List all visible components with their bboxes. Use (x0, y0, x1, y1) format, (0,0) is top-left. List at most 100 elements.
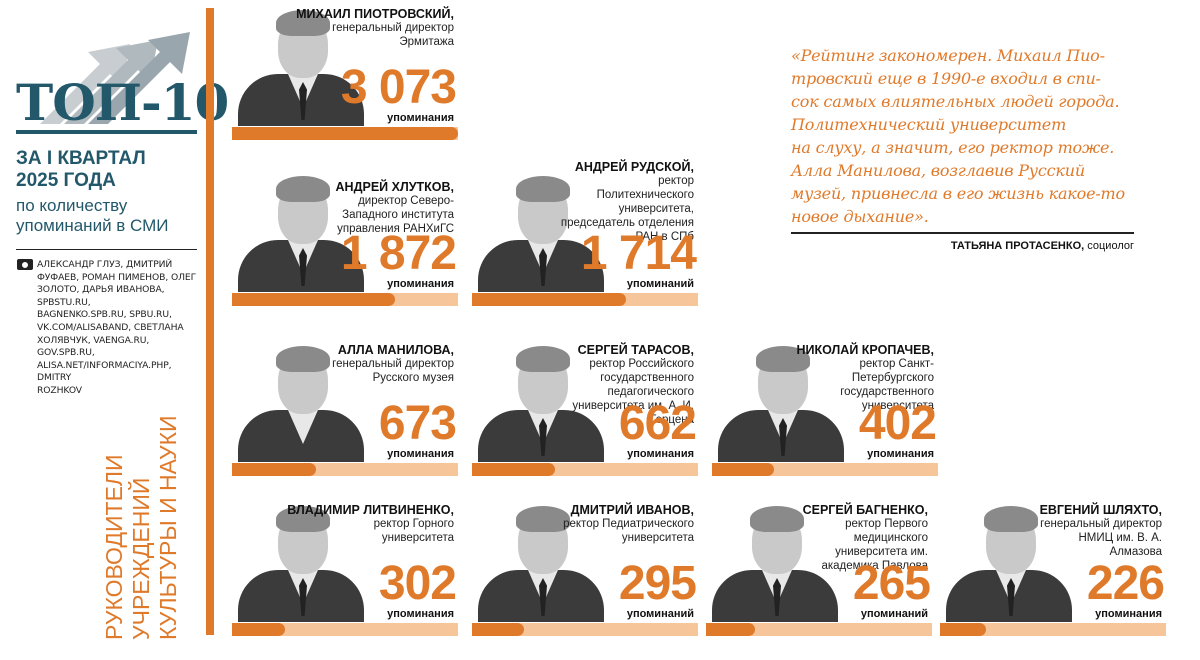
mentions-bar-track (472, 293, 698, 306)
mentions-count: 3 073 (340, 61, 457, 114)
person-card-2: АНДРЕЙ ХЛУТКОВ, директор Северо-Западног… (232, 168, 458, 306)
section-title-line: УЧРЕЖДЕНИЙ (128, 477, 154, 640)
mentions-bar-track (706, 623, 932, 636)
person-role: генеральный директор Эрмитажа (332, 22, 454, 48)
credits-line: ALISA.NET/INFORMACIYA.PHP, DMITRY (37, 359, 172, 384)
person-role: генеральный директор НМИЦ им. В. А. Алма… (1040, 518, 1162, 558)
mentions-bar-fill (232, 293, 395, 306)
mentions-count: 295 (618, 557, 697, 610)
quote-line: тровский еще в 1990-е входил в спи- (791, 69, 1101, 88)
mentions-unit: упоминания (387, 608, 454, 620)
mentions-bar-fill (232, 127, 458, 140)
camera-icon (17, 259, 33, 270)
mentions-bar-track (232, 623, 458, 636)
quote-line: на слуху, а значит, его ректор тоже. (791, 138, 1115, 157)
portrait-photo (474, 502, 604, 622)
person-role: ректор Первого медицинского университета… (821, 518, 928, 572)
section-title-vertical: РУКОВОДИТЕЛИ УЧРЕЖДЕНИЙ КУЛЬТУРЫ И НАУКИ (101, 410, 182, 640)
mentions-count: 265 (852, 557, 931, 610)
mentions-bar-track (232, 293, 458, 306)
title-underline (16, 130, 197, 134)
credits-line: ФУФАЕВ, РОМАН ПИМЕНОВ, ОЛЕГ (37, 271, 197, 283)
mentions-count: 302 (378, 557, 457, 610)
mentions-bar-track (472, 463, 698, 476)
mentions-count: 1 872 (340, 227, 457, 280)
quote-divider (791, 232, 1134, 234)
person-role: ректор Педиатрического университета (563, 518, 694, 544)
person-name: НИКОЛАЙ КРОПАЧЕВ, (796, 343, 934, 357)
criterion-line: упоминаний в СМИ (16, 216, 169, 235)
page-title: ТОП-10 (16, 73, 229, 132)
mentions-bar-fill (472, 463, 555, 476)
mentions-bar-fill (232, 463, 316, 476)
person-name: ЕВГЕНИЙ ШЛЯХТО, (1039, 503, 1162, 517)
mentions-bar-track (940, 623, 1166, 636)
quote-author-name: ТАТЬЯНА ПРОТАСЕНКО, (950, 240, 1085, 252)
photo-credits: АЛЕКСАНДР ГЛУЗ, ДМИТРИЙ ФУФАЕВ, РОМАН ПИ… (37, 259, 197, 398)
mentions-unit: упоминания (387, 278, 454, 290)
mentions-bar-track (232, 463, 458, 476)
mentions-unit: упоминаний (626, 278, 694, 290)
person-card-9: СЕРГЕЙ БАГНЕНКО, ректор Первого медицинс… (706, 498, 932, 636)
expert-quote: «Рейтинг закономерен. Михаил Пио- тровск… (791, 44, 1136, 228)
person-role: генеральный директор Русского музея (332, 358, 454, 384)
quote-line: Политехнический университет (791, 115, 1067, 134)
mentions-unit: упоминания (1095, 608, 1162, 620)
mentions-count: 662 (618, 397, 697, 450)
portrait-photo (942, 502, 1072, 622)
period-line: ЗА I КВАРТАЛ (16, 148, 146, 169)
mentions-unit: упоминания (387, 112, 454, 124)
section-title-line: РУКОВОДИТЕЛИ (101, 454, 127, 640)
credits-line: АЛЕКСАНДР ГЛУЗ, ДМИТРИЙ (37, 259, 173, 270)
growth-arrows-icon (40, 32, 190, 124)
portrait-photo (708, 502, 838, 622)
person-card-6: НИКОЛАЙ КРОПАЧЕВ, ректор Санкт-Петербург… (712, 338, 938, 476)
quote-line: Алла Манилова, возглавив Русский (791, 161, 1085, 180)
person-role: ректор Горного университета (373, 518, 454, 544)
person-card-5: СЕРГЕЙ ТАРАСОВ, ректор Российского госуд… (472, 338, 698, 476)
person-role: ректор Санкт-Петербургского государствен… (840, 358, 934, 412)
mentions-count: 402 (858, 397, 937, 450)
person-card-3: АНДРЕЙ РУДСКОЙ, ректор Политехнического … (472, 160, 698, 306)
mentions-bar-fill (232, 623, 285, 636)
divider (16, 249, 197, 250)
mentions-unit: упоминания (867, 448, 934, 460)
quote-line: «Рейтинг закономерен. Михаил Пио- (791, 46, 1105, 65)
mentions-bar-track (712, 463, 938, 476)
person-name: МИХАИЛ ПИОТРОВСКИЙ, (296, 7, 454, 21)
person-name: АЛЛА МАНИЛОВА, (337, 343, 454, 357)
criterion-label: по количеству упоминаний в СМИ (16, 196, 201, 236)
quote-line: музей, привнесла в его жизнь какое-то (791, 184, 1125, 203)
accent-divider-bar (206, 8, 214, 635)
person-name: АНДРЕЙ РУДСКОЙ, (574, 160, 694, 174)
section-title-line: КУЛЬТУРЫ И НАУКИ (155, 415, 181, 640)
credits-line: ROZHKOV (37, 384, 82, 396)
mentions-unit: упоминаний (626, 608, 694, 620)
person-role: ректор Политехнического университета, пр… (560, 175, 694, 243)
mentions-unit: упоминания (627, 448, 694, 460)
portrait-photo (234, 502, 364, 622)
quote-author-role: социолог (1084, 240, 1134, 252)
person-card-10: ЕВГЕНИЙ ШЛЯХТО, генеральный директор НМИ… (940, 498, 1166, 636)
portrait-photo (714, 342, 844, 462)
person-card-4: АЛЛА МАНИЛОВА, генеральный директор Русс… (232, 338, 458, 476)
portrait-photo (234, 6, 364, 126)
mentions-bar-fill (706, 623, 756, 636)
person-name: АНДРЕЙ ХЛУТКОВ, (335, 180, 454, 194)
person-card-7: ВЛАДИМИР ЛИТВИНЕНКО, ректор Горного унив… (232, 498, 458, 636)
person-card-1: МИХАИЛ ПИОТРОВСКИЙ, генеральный директор… (232, 2, 458, 140)
credits-line: ЗОЛОТО, ДАРЬЯ ИВАНОВА, SPBSTU.RU, (37, 284, 165, 308)
mentions-bar-track (232, 127, 458, 140)
portrait-photo (234, 342, 364, 462)
mentions-unit: упоминаний (860, 608, 928, 620)
person-role: ректор Российского государственного педа… (572, 358, 694, 426)
mentions-count: 1 714 (580, 227, 697, 280)
person-name: СЕРГЕЙ ТАРАСОВ, (577, 343, 694, 357)
mentions-bar-fill (472, 293, 626, 306)
portrait-photo (474, 172, 604, 292)
period-line: 2025 ГОДА (16, 170, 116, 191)
mentions-bar-fill (940, 623, 986, 636)
person-name: ДМИТРИЙ ИВАНОВ, (570, 503, 694, 517)
person-name: ВЛАДИМИР ЛИТВИНЕНКО, (287, 503, 454, 517)
period-label: ЗА I КВАРТАЛ 2025 ГОДА (16, 148, 201, 192)
